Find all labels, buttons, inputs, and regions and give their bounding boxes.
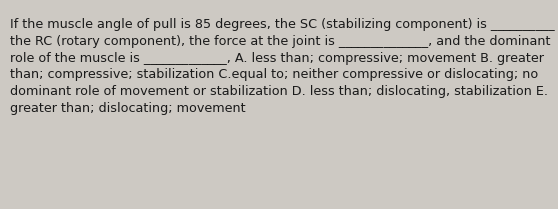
Text: If the muscle angle of pull is 85 degrees, the SC (stabilizing component) is ___: If the muscle angle of pull is 85 degree… [10,18,555,115]
